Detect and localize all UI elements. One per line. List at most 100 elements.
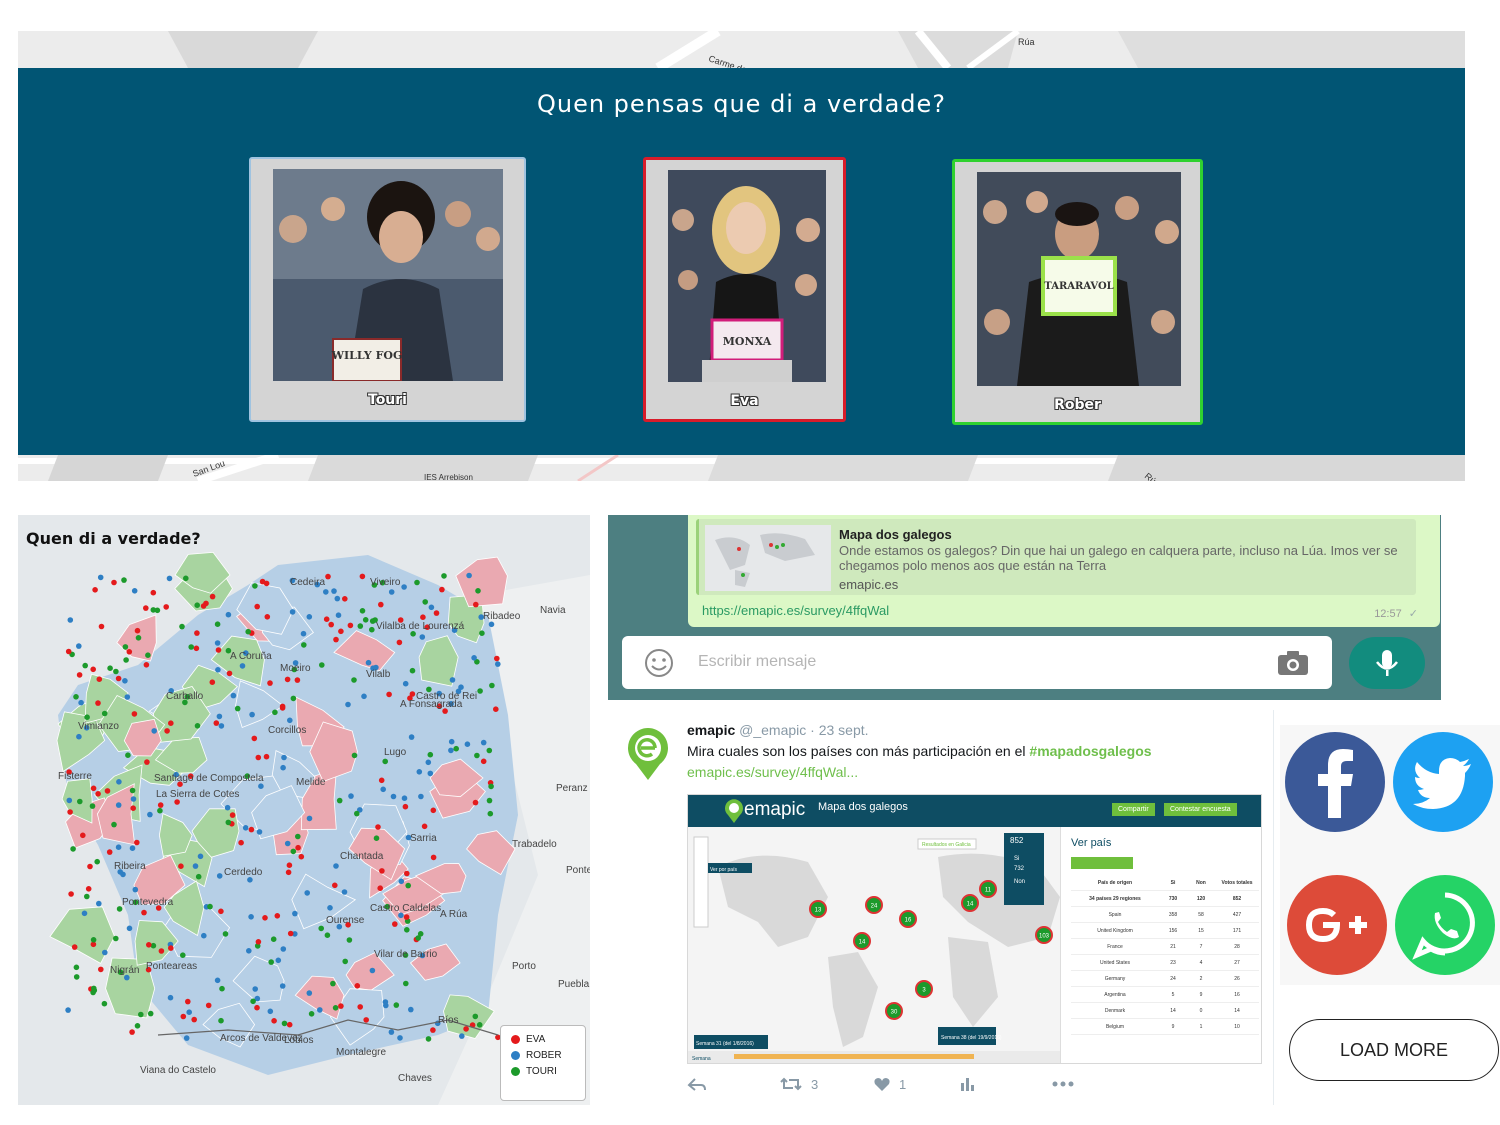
vote-dot[interactable]	[289, 577, 296, 584]
vote-dot[interactable]	[90, 666, 96, 673]
vote-dot[interactable]	[382, 999, 389, 1005]
vote-dot[interactable]	[224, 804, 231, 811]
vote-dot[interactable]	[414, 579, 420, 586]
vote-dot[interactable]	[377, 885, 384, 891]
vote-dot[interactable]	[187, 773, 194, 779]
vote-dot[interactable]	[402, 803, 409, 810]
vote-dot[interactable]	[117, 969, 124, 975]
country-marker[interactable]	[809, 900, 827, 918]
vote-dot[interactable]	[362, 617, 369, 623]
vote-dot[interactable]	[225, 819, 232, 826]
vote-dot[interactable]	[354, 810, 360, 817]
vote-dot[interactable]	[126, 925, 133, 932]
vote-dot[interactable]	[147, 1010, 154, 1017]
vote-dot[interactable]	[117, 869, 123, 875]
vote-dot[interactable]	[97, 574, 104, 581]
more-button[interactable]	[1051, 1076, 1075, 1092]
vote-dot[interactable]	[416, 769, 423, 775]
vote-dot[interactable]	[144, 759, 150, 765]
mic-button[interactable]	[1349, 637, 1425, 689]
vote-dot[interactable]	[200, 603, 207, 609]
message-link[interactable]: https://emapic.es/survey/4ffqWal	[702, 603, 890, 618]
vote-dot[interactable]	[81, 910, 88, 917]
vote-dot[interactable]	[474, 752, 480, 759]
vote-dot[interactable]	[365, 659, 372, 666]
vote-dot[interactable]	[398, 912, 404, 919]
vote-dot[interactable]	[213, 720, 220, 726]
municipality-region[interactable]	[348, 827, 406, 881]
tweet-hashtag[interactable]: #mapadosgalegos	[1029, 743, 1152, 759]
vote-dot[interactable]	[155, 905, 162, 911]
vote-dot[interactable]	[342, 596, 348, 602]
vote-dot[interactable]	[351, 677, 357, 683]
vote-dot[interactable]	[219, 985, 225, 992]
vote-dot[interactable]	[291, 666, 298, 673]
vote-dot[interactable]	[158, 948, 165, 954]
vote-dot[interactable]	[145, 966, 152, 973]
vote-dot[interactable]	[430, 1027, 436, 1033]
vote-dot[interactable]	[180, 952, 186, 958]
vote-dot[interactable]	[201, 932, 207, 939]
vote-dot[interactable]	[87, 863, 93, 870]
vote-dot[interactable]	[246, 948, 252, 954]
vote-dot[interactable]	[188, 644, 194, 650]
vote-dot[interactable]	[135, 635, 142, 641]
vote-dot[interactable]	[295, 833, 301, 840]
vote-dot[interactable]	[439, 586, 445, 593]
vote-dot[interactable]	[319, 662, 325, 668]
vote-dot[interactable]	[290, 848, 297, 855]
vote-dot[interactable]	[371, 582, 378, 588]
vote-dot[interactable]	[76, 643, 82, 649]
vote-dot[interactable]	[197, 853, 204, 860]
vote-dot[interactable]	[279, 705, 286, 711]
vote-dot[interactable]	[129, 845, 136, 851]
country-marker[interactable]	[1035, 926, 1053, 944]
vote-dot[interactable]	[125, 752, 131, 758]
municipality-region[interactable]	[466, 830, 516, 876]
vote-dot[interactable]	[272, 709, 278, 716]
vote-dot[interactable]	[375, 824, 381, 830]
like-button[interactable]: 1	[873, 1076, 906, 1092]
vote-dot[interactable]	[83, 725, 90, 731]
vote-dot[interactable]	[402, 680, 409, 687]
vote-dot[interactable]	[98, 623, 105, 630]
vote-dot[interactable]	[306, 990, 313, 996]
vote-dot[interactable]	[150, 607, 157, 613]
vote-dot[interactable]	[73, 974, 80, 980]
municipality-region[interactable]	[455, 556, 508, 608]
vote-dot[interactable]	[214, 977, 221, 984]
vote-dot[interactable]	[268, 959, 274, 965]
vote-dot[interactable]	[183, 1035, 190, 1041]
vote-dot[interactable]	[402, 952, 409, 958]
vote-dot[interactable]	[398, 878, 405, 885]
vote-dot[interactable]	[323, 616, 330, 622]
municipality-region[interactable]	[309, 721, 358, 783]
vote-dot[interactable]	[357, 807, 363, 813]
camera-icon[interactable]	[1276, 649, 1310, 677]
load-more-button[interactable]: LOAD MORE	[1289, 1019, 1499, 1081]
vote-dot[interactable]	[449, 677, 456, 683]
vote-dot[interactable]	[185, 998, 191, 1005]
vote-dot[interactable]	[489, 682, 495, 689]
vote-dot[interactable]	[131, 588, 138, 594]
vote-dot[interactable]	[252, 583, 258, 589]
vote-dot[interactable]	[300, 630, 307, 637]
vote-dot[interactable]	[143, 605, 149, 611]
vote-dot[interactable]	[113, 935, 119, 942]
vote-dot[interactable]	[115, 802, 122, 808]
vote-dot[interactable]	[78, 699, 84, 706]
municipality-region[interactable]	[443, 994, 495, 1039]
vote-dot[interactable]	[475, 588, 481, 594]
vote-dot[interactable]	[471, 655, 477, 661]
vote-dot[interactable]	[150, 942, 157, 949]
municipality-region[interactable]	[96, 783, 136, 846]
vote-dot[interactable]	[101, 1000, 108, 1007]
vote-dot[interactable]	[359, 608, 366, 614]
vote-dot[interactable]	[134, 627, 141, 634]
vote-dot[interactable]	[301, 642, 307, 648]
municipality-region[interactable]	[210, 635, 265, 687]
vote-dot[interactable]	[70, 846, 76, 852]
vote-dot[interactable]	[436, 690, 443, 697]
vote-dot[interactable]	[284, 840, 291, 847]
vote-dot[interactable]	[101, 710, 108, 717]
